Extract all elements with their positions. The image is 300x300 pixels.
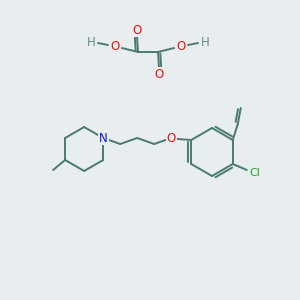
Text: Cl: Cl: [249, 168, 260, 178]
Text: N: N: [99, 131, 108, 145]
Text: O: O: [154, 68, 164, 80]
Text: O: O: [110, 40, 120, 52]
Text: N: N: [99, 131, 108, 145]
Text: O: O: [176, 40, 186, 52]
Text: H: H: [87, 35, 95, 49]
Text: H: H: [201, 35, 209, 49]
Text: O: O: [167, 131, 176, 145]
Text: O: O: [132, 23, 142, 37]
